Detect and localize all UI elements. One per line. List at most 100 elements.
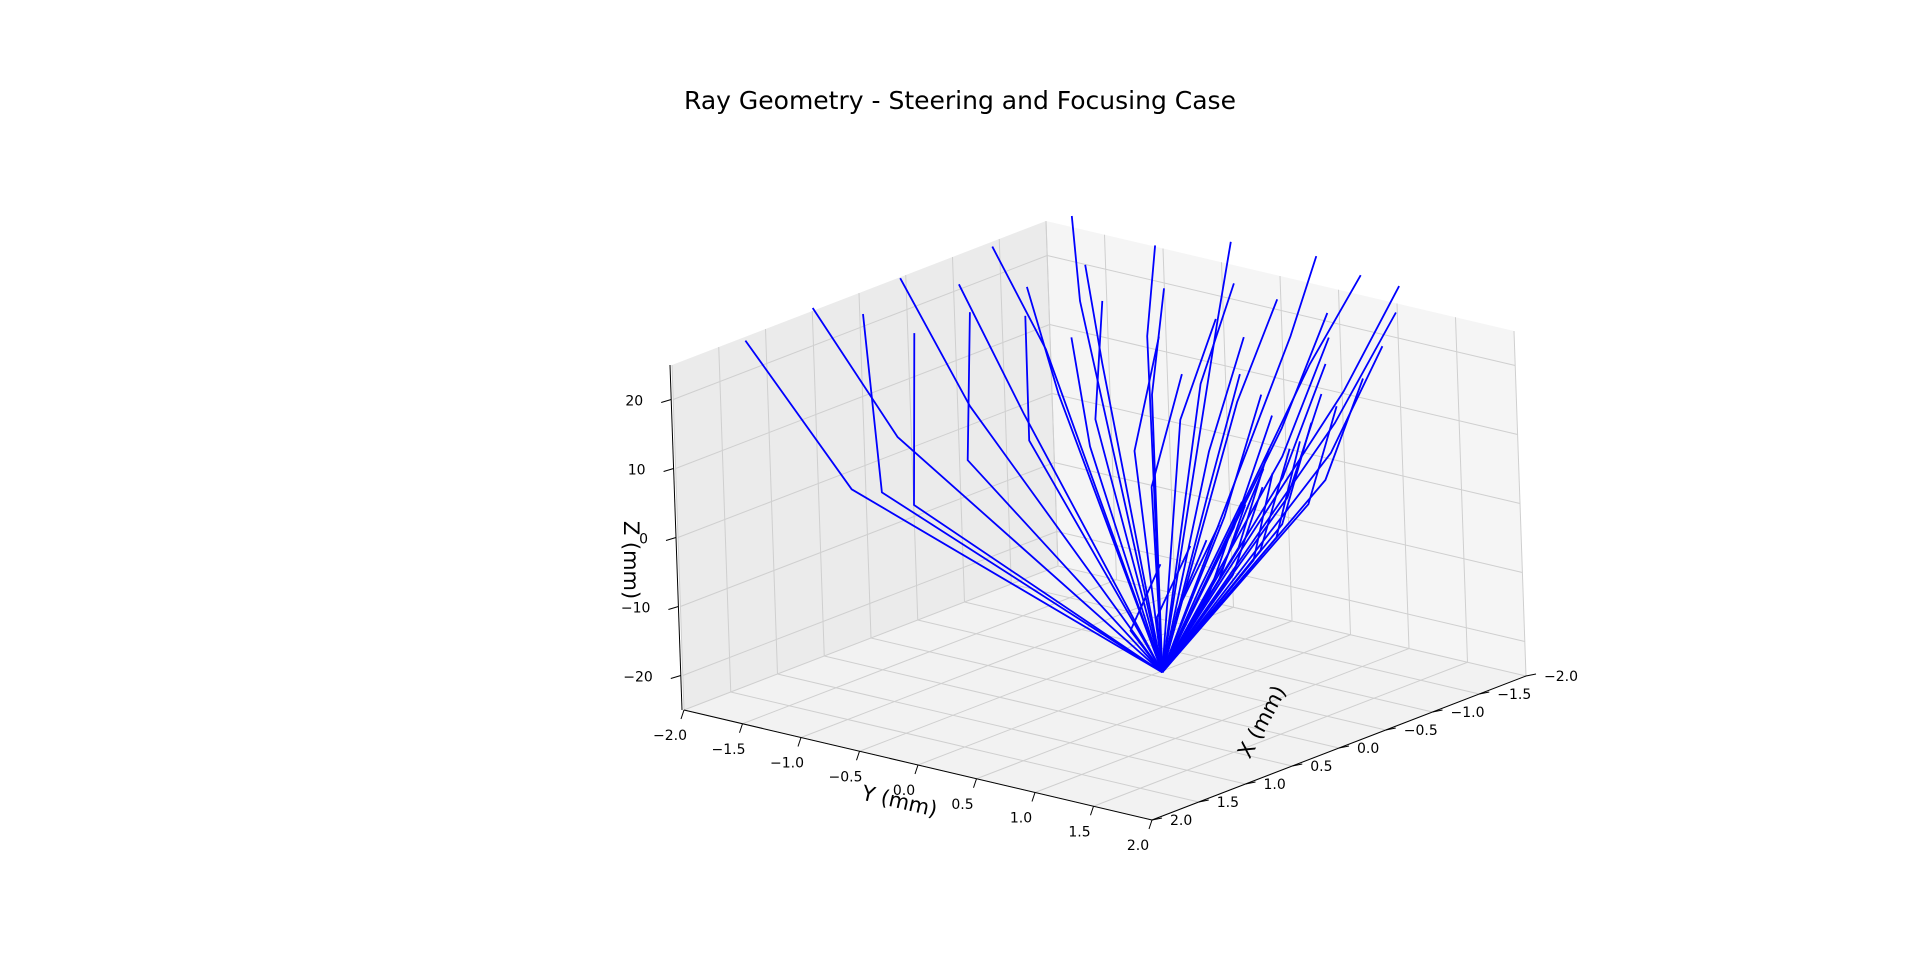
x-tick-label: −2.0	[1544, 669, 1578, 685]
ray-line	[811, 307, 1163, 673]
ray-line	[1161, 283, 1235, 673]
z-axis-label: Z (mm)	[619, 521, 643, 599]
z-tick	[665, 537, 677, 541]
z-tick	[668, 606, 679, 610]
ray-line	[1161, 298, 1279, 673]
z-tick-label: −20	[623, 670, 653, 686]
y-tick	[1031, 792, 1036, 802]
z-tick-label: 20	[625, 394, 643, 410]
y-tick-label: 1.5	[1068, 824, 1090, 840]
x-tick-label: −0.5	[1404, 723, 1438, 739]
ray-line	[1161, 285, 1400, 673]
ray-line	[1161, 501, 1243, 673]
z-tick-label: −10	[621, 601, 651, 617]
ray-line	[1161, 406, 1338, 673]
x-tick	[1151, 817, 1163, 821]
wall-grid-line	[675, 324, 1050, 469]
x-tick	[1525, 673, 1537, 677]
ray-line	[1161, 472, 1274, 673]
ray-line	[1161, 345, 1384, 673]
x-tick	[1385, 727, 1396, 731]
floor-grid-line	[777, 673, 1246, 785]
ray-line	[1161, 318, 1217, 673]
z-tick	[663, 468, 674, 472]
chart-title: Ray Geometry - Steering and Focusing Cas…	[684, 86, 1236, 115]
z-tick	[661, 399, 672, 403]
axis-ticks: −2.0−1.5−1.0−0.50.00.51.01.52.0−2.0−1.5−…	[621, 364, 1578, 854]
x-tick-label: 2.0	[1170, 813, 1192, 829]
x-tick-label: −1.5	[1497, 687, 1531, 703]
ray-line	[862, 313, 1163, 674]
ray-line	[1070, 337, 1164, 673]
floor-grid-line	[917, 619, 1386, 731]
ray-line	[744, 340, 1163, 674]
x-tick	[1245, 781, 1256, 785]
y-tick-label: −2.0	[653, 728, 687, 744]
grid-lines	[671, 220, 1527, 821]
ray-line	[1161, 504, 1247, 673]
wall-grid-line	[1049, 324, 1518, 435]
ray-line	[966, 312, 1163, 673]
x-tick-label: 1.5	[1217, 795, 1239, 811]
ray-line	[1024, 315, 1164, 673]
y-tick-label: 2.0	[1127, 838, 1149, 854]
floor-grid-line	[964, 601, 1433, 713]
ray-line	[1156, 545, 1192, 673]
ray-line	[1026, 286, 1164, 673]
x-tick-label: 1.0	[1264, 777, 1286, 793]
ray-line	[1150, 373, 1183, 673]
y-tick	[739, 723, 743, 733]
y-tick	[797, 737, 802, 747]
ray-line	[1161, 415, 1273, 673]
y-tick-label: −1.0	[770, 756, 804, 772]
z-tick	[670, 675, 681, 679]
wall-grid-line	[1054, 462, 1523, 573]
axis-panes	[672, 221, 1526, 820]
ray-line	[1161, 394, 1263, 673]
y-tick	[856, 751, 860, 761]
ray-series	[744, 215, 1400, 674]
y-tick-label: 1.0	[1010, 811, 1032, 827]
ray-line	[1084, 264, 1164, 673]
ray-line	[899, 277, 1164, 673]
x-tick	[1479, 691, 1490, 695]
ray-line	[1161, 486, 1264, 673]
x-tick	[1432, 709, 1443, 713]
z-tick-label: 0	[639, 532, 648, 548]
y-tick-label: 0.5	[951, 797, 973, 813]
y-tick	[1090, 806, 1094, 816]
y-tick-label: −1.5	[712, 742, 746, 758]
x-tick-label: 0.5	[1310, 759, 1332, 775]
y-tick	[1148, 819, 1153, 830]
ray-line	[1161, 255, 1318, 673]
x-tick	[1198, 799, 1209, 803]
wall-grid-line	[682, 531, 1057, 676]
x-tick-label: −1.0	[1451, 705, 1485, 721]
ray-line	[913, 333, 1163, 674]
floor-grid-line	[824, 655, 1293, 767]
ray-line	[1161, 441, 1301, 673]
x-tick	[1292, 763, 1303, 767]
x-tick-label: 0.0	[1357, 741, 1379, 757]
y-tick-label: 0.0	[893, 783, 915, 799]
ray-line	[1161, 539, 1208, 673]
ray-line	[1161, 336, 1245, 673]
floor-grid-line	[1011, 583, 1480, 695]
x-tick	[1338, 745, 1350, 749]
y-tick-label: −0.5	[829, 769, 863, 785]
floor-grid-line	[730, 691, 1199, 803]
ray-line	[1161, 312, 1397, 673]
y-tick	[914, 764, 919, 775]
ray-line	[1151, 288, 1165, 673]
floor-grid-line	[870, 637, 1340, 749]
ray-line	[1133, 336, 1164, 673]
z-tick-label: 10	[628, 463, 646, 479]
wall-grid-line	[1047, 255, 1516, 366]
y-tick	[680, 709, 685, 720]
ray-line	[1129, 563, 1164, 673]
ray-line	[1161, 337, 1330, 673]
ray-line	[1094, 300, 1164, 673]
ray-line	[1161, 241, 1232, 673]
y-tick	[973, 778, 977, 788]
